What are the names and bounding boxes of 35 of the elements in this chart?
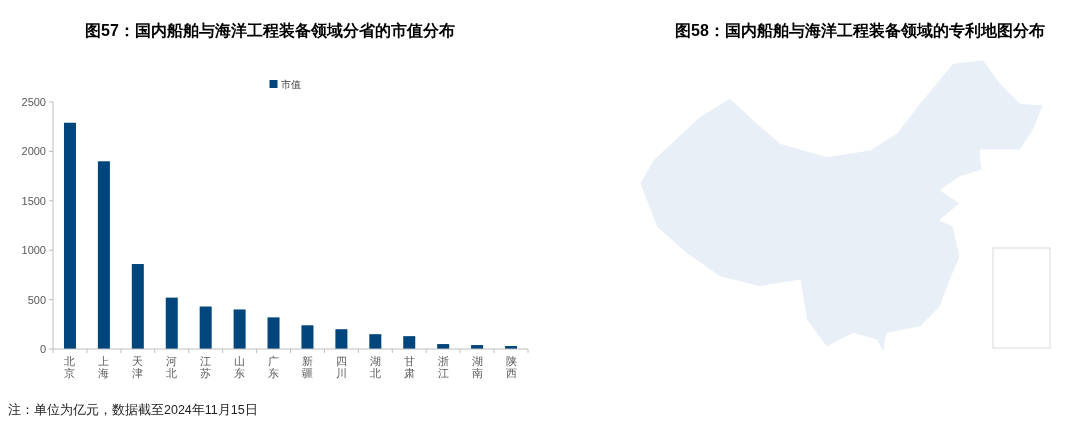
- bar: [403, 336, 416, 349]
- text: 注：单位为亿元，数据截至2024年11月15日: [8, 403, 258, 417]
- x-tick-label: 上海: [98, 355, 110, 379]
- bar: [233, 309, 246, 349]
- chart-title: 图57：国内船舶与海洋工程装备领域分省的市值分布: [85, 22, 455, 39]
- y-tick-label: 2000: [21, 145, 46, 158]
- bar: [301, 325, 314, 349]
- bar: [97, 161, 110, 349]
- x-tick-label: 江苏: [200, 355, 212, 379]
- x-tick-label: 河北: [166, 355, 178, 379]
- bar: [131, 264, 144, 349]
- y-tick-label: 1500: [21, 194, 46, 207]
- x-tick-label: 天津: [132, 355, 144, 379]
- x-tick-label: 陕西: [505, 355, 517, 379]
- x-tick-label: 北京: [64, 355, 76, 379]
- bar: [369, 334, 382, 349]
- bar: [199, 306, 212, 349]
- x-tick-label: 湖北: [369, 355, 381, 379]
- bar: [165, 297, 178, 349]
- x-tick-label: 湖南: [471, 355, 483, 379]
- x-tick-label: 甘肃: [403, 355, 415, 379]
- y-tick-label: 500: [27, 293, 46, 306]
- y-tick-label: 2500: [21, 96, 46, 108]
- bar: [63, 122, 76, 349]
- y-tick-label: 0: [39, 343, 46, 355]
- x-tick-label: 山东: [234, 355, 246, 379]
- legend-label: 市值: [280, 79, 301, 90]
- bar: [335, 329, 348, 349]
- y-tick-label: 1000: [21, 244, 46, 257]
- bar: [267, 317, 280, 349]
- x-tick-label: 广东: [268, 355, 280, 379]
- x-tick-label: 浙江: [437, 355, 449, 379]
- text: 图58：国内船舶与海洋工程装备领域的专利地图分布: [675, 22, 1045, 39]
- x-tick-label: 新疆: [301, 355, 313, 379]
- x-tick-label: 四川: [335, 355, 347, 379]
